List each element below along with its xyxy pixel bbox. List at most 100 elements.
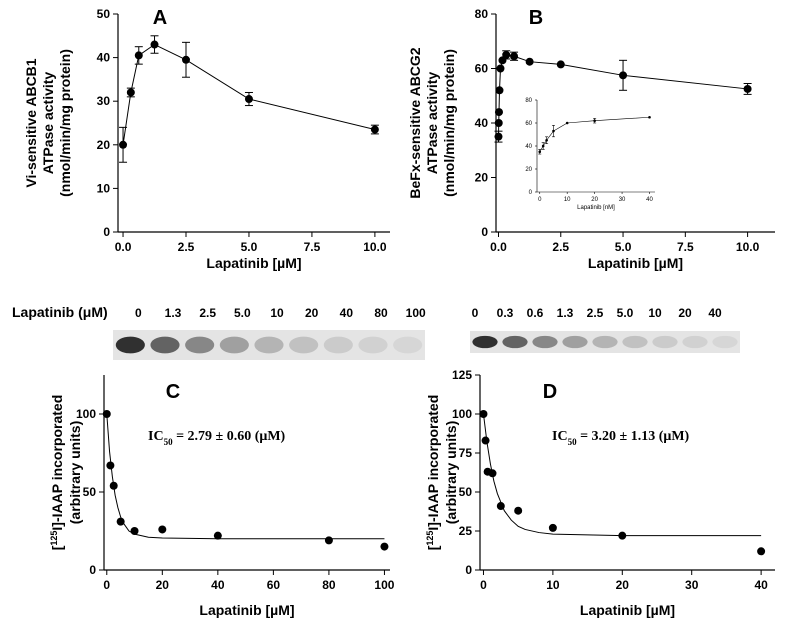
data-point	[116, 517, 125, 526]
gel-band	[393, 336, 423, 354]
data-point	[102, 410, 111, 418]
gel-band	[502, 335, 528, 349]
y-axis-title: (arbitrary units)	[443, 421, 459, 524]
data-point	[548, 523, 557, 532]
y-tick-label: 0	[465, 563, 472, 577]
y-tick-label: 80	[525, 98, 532, 104]
x-tick-label: 40	[646, 197, 653, 203]
data-point	[134, 51, 143, 60]
data-point	[757, 547, 766, 556]
x-tick-label: 20	[591, 197, 598, 203]
y-tick-label: 100	[76, 407, 96, 421]
y-axis-title: (nmol/min/mg protein)	[441, 49, 457, 197]
gel-band	[323, 336, 353, 354]
x-tick-label: 10	[546, 578, 560, 592]
annotation-sub: 50	[568, 437, 578, 447]
y-axis-title-sup: 125	[425, 531, 435, 546]
y-axis-title-pre: [	[425, 545, 441, 550]
lane-label: 2.5	[199, 306, 216, 320]
y-tick-label: 50	[83, 485, 97, 499]
data-point	[556, 60, 565, 69]
data-point	[494, 119, 503, 127]
data-point	[370, 125, 379, 134]
gel-band	[622, 335, 648, 349]
x-tick-label: 10.0	[736, 240, 760, 254]
data-point	[494, 108, 503, 117]
gel-band	[712, 335, 738, 349]
x-axis-title: Lapatinib [µM]	[199, 602, 294, 618]
gel-strip	[470, 331, 740, 353]
x-tick-label: 40	[754, 578, 768, 592]
lane-label: 40	[708, 306, 722, 320]
gel-band	[562, 335, 588, 349]
y-tick-label: 0	[89, 563, 96, 577]
annotation: IC50 = 3.20 ± 1.13 (μM)	[552, 429, 690, 447]
series-line	[482, 413, 762, 537]
gel-band	[358, 336, 388, 354]
y-tick-label: 125	[452, 368, 472, 382]
lane-label: 5.0	[234, 306, 251, 320]
gel-band	[682, 335, 708, 349]
data-point	[514, 506, 523, 515]
y-tick-label: 40	[475, 116, 489, 130]
y-axis-title-post: I]-IAAP incorporated	[49, 395, 65, 531]
data-point	[510, 52, 519, 61]
y-tick-label: 50	[459, 485, 473, 499]
lane-label: 80	[374, 306, 388, 320]
lane-label: 100	[406, 306, 426, 320]
chart-panel: 0 25 50 75 100 125 0 10 20 30 40 Lapatinib [µM] [125…	[425, 368, 775, 618]
data-point	[182, 55, 190, 64]
x-tick-label: 2.5	[552, 240, 569, 254]
y-tick-label: 20	[97, 138, 111, 152]
data-point	[496, 64, 505, 73]
x-tick-label: 20	[616, 578, 630, 592]
x-tick-label: 7.5	[677, 240, 694, 254]
x-tick-label: 0.0	[490, 240, 507, 254]
chart-panel: 0 20 40 60 80 0.0 2.5 5.0 7.5 10.0 Lapatinib [µM] B…	[407, 7, 775, 271]
y-axis-title-post: I]-IAAP incorporated	[425, 395, 441, 531]
annotation-post: = 2.79 ± 0.60 (μM)	[173, 429, 286, 444]
y-axis-title: ATPase activity	[424, 72, 440, 175]
data-point	[106, 461, 115, 470]
lane-label: 10	[648, 306, 662, 320]
data-point	[244, 95, 253, 104]
x-axis-title: Lapatinib [µM]	[580, 602, 675, 618]
lane-label: 5.0	[617, 306, 634, 320]
annotation-pre: IC	[148, 429, 164, 444]
x-axis-title: Lapatinib [µM]	[588, 255, 683, 271]
y-tick-label: 0	[529, 190, 533, 196]
x-tick-label: 5.0	[241, 240, 258, 254]
panel-label: D	[543, 381, 557, 403]
y-axis-title: ATPase activity	[40, 72, 56, 175]
gel-band	[185, 336, 215, 354]
gel: Lapatinib (μM) 0 1.3 2.5 5.0 10 20 40 80 100	[12, 304, 426, 360]
lane-label: 40	[340, 306, 354, 320]
gel-band	[150, 336, 180, 354]
y-tick-label: 20	[525, 167, 532, 173]
lane-label: 2.5	[587, 306, 604, 320]
gel-band	[219, 336, 249, 354]
x-tick-label: 0.0	[115, 240, 132, 254]
y-axis-title-sup: 125	[49, 531, 59, 546]
annotation: IC50 = 2.79 ± 0.60 (μM)	[148, 429, 286, 447]
data-point	[565, 121, 569, 125]
y-axis-title: Vi-sensitive ABCB1	[23, 58, 39, 187]
y-tick-label: 25	[459, 524, 473, 538]
y-tick-label: 0	[481, 225, 488, 239]
y-tick-label: 40	[97, 51, 111, 65]
annotation-pre: IC	[552, 429, 568, 444]
x-axis-title: Lapatinib [µM]	[206, 255, 301, 271]
gel-band	[254, 336, 284, 354]
x-tick-label: 0	[538, 197, 542, 203]
data-point	[538, 150, 542, 154]
x-tick-label: 100	[374, 578, 394, 592]
lane-label: 0.3	[497, 306, 514, 320]
y-tick-label: 50	[97, 7, 111, 21]
data-point	[481, 436, 490, 445]
x-axis-title: Lapatinib [nM]	[577, 205, 615, 211]
gel-label: Lapatinib (μM)	[12, 304, 108, 320]
x-tick-label: 30	[685, 578, 699, 592]
chart-panel: 0 50 100 0 20 40 60 80 100 Lapatinib [µM] [125I]-I…	[49, 375, 395, 618]
x-tick-label: 30	[619, 197, 626, 203]
gel: 0 0.3 0.6 1.3 2.5 5.0 10 20 40	[470, 306, 740, 353]
